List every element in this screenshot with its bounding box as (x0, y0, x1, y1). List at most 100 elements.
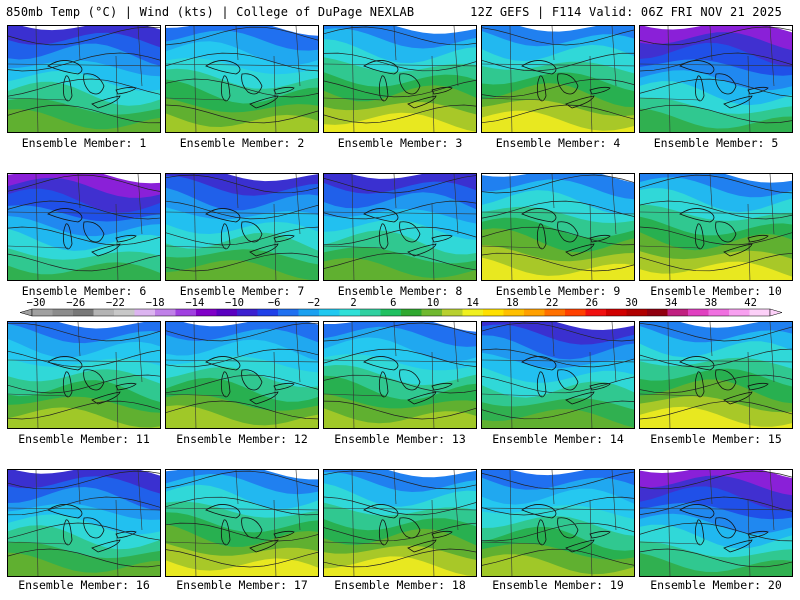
lake-outline (249, 243, 279, 257)
colorbar-swatch (237, 309, 258, 316)
border-line (137, 26, 143, 87)
colorbar-swatch (360, 309, 381, 316)
border-line (709, 322, 713, 357)
border-line (115, 55, 119, 132)
colorbar-swatch (52, 309, 74, 316)
colorbar-swatch (196, 309, 217, 316)
height-contour (324, 226, 476, 246)
lake-outline (47, 208, 83, 223)
lake-outline (431, 234, 453, 243)
colorbar-swatch (688, 309, 709, 316)
border-line (8, 63, 160, 67)
border-line (324, 245, 385, 249)
border-line (709, 174, 713, 209)
lake-outline (273, 382, 295, 391)
colorbar-swatch (380, 309, 402, 316)
border-line (295, 26, 301, 87)
lake-outline (115, 530, 137, 539)
ensemble-map-panel (165, 469, 319, 577)
colorbar-swatch (216, 309, 238, 316)
border-line (482, 97, 543, 101)
height-contour (166, 374, 318, 394)
border-line (166, 359, 318, 363)
colorbar-swatch (626, 309, 648, 316)
ensemble-member-label: Ensemble Member: 10 (650, 284, 782, 298)
height-contour (166, 322, 318, 342)
height-contour (166, 522, 318, 542)
lake-outline (399, 73, 421, 95)
lake-outline (273, 234, 295, 243)
height-contour (8, 400, 160, 420)
border-line (193, 470, 197, 576)
lake-outline (565, 391, 595, 405)
lake-outline (431, 530, 453, 539)
lake-outline (565, 243, 595, 257)
border-line (193, 174, 197, 280)
border-line (509, 26, 513, 132)
border-line (115, 351, 119, 428)
colorbar-swatch (524, 309, 545, 316)
height-contour (8, 253, 160, 272)
colorbar-tick-label: 6 (390, 297, 396, 309)
height-contour (482, 252, 634, 272)
border-line (137, 470, 143, 531)
lake-outline (220, 223, 231, 250)
height-contour (640, 104, 792, 124)
border-line (273, 55, 277, 132)
height-contour (640, 26, 792, 46)
height-contour (482, 104, 634, 124)
border-line (77, 174, 81, 209)
lake-outline (431, 382, 453, 391)
colorbar-swatch (155, 309, 176, 316)
colorbar-swatch (278, 309, 299, 316)
border-line (431, 203, 435, 280)
border-line (431, 499, 435, 576)
height-contour (166, 104, 318, 124)
lake-outline (378, 519, 389, 546)
lake-outline (679, 504, 715, 519)
height-contour (324, 52, 476, 72)
border-line (611, 322, 617, 383)
border-line (482, 393, 543, 397)
border-line (324, 97, 385, 101)
height-contour (166, 26, 318, 46)
border-line (8, 393, 69, 397)
lake-outline (679, 60, 715, 75)
temperature-band (324, 258, 476, 280)
border-line (8, 507, 160, 511)
colorbar-swatch (401, 309, 422, 316)
border-line (769, 174, 775, 235)
border-line (324, 359, 476, 363)
temperature-band (640, 261, 792, 280)
colorbar-swatch (257, 309, 279, 316)
border-line (393, 470, 397, 505)
ensemble-map-panel (639, 25, 793, 133)
border-line (8, 245, 69, 249)
border-line (166, 63, 318, 67)
colorbar-swatch (32, 309, 53, 316)
height-contour (640, 174, 792, 194)
border-line (8, 97, 69, 101)
colorbar-swatch (585, 309, 607, 316)
border-line (482, 245, 543, 249)
lake-outline (83, 221, 105, 243)
temperature-band (324, 112, 476, 132)
height-contour (166, 400, 318, 420)
border-line (589, 499, 593, 576)
height-contour (166, 200, 318, 220)
lake-outline (249, 391, 279, 405)
height-contour (324, 400, 476, 420)
height-contour (324, 548, 476, 568)
height-contour (640, 400, 792, 420)
colorbar-arrow-right (769, 308, 783, 317)
height-contour (640, 200, 792, 220)
height-contour (482, 375, 634, 394)
lake-outline (723, 539, 753, 553)
height-contour (8, 104, 160, 124)
ensemble-member-label: Ensemble Member: 12 (176, 432, 308, 446)
ensemble-member-label: Ensemble Member: 18 (334, 578, 466, 592)
height-contour (482, 174, 634, 194)
lake-outline (273, 530, 295, 539)
border-line (640, 393, 701, 397)
border-line (351, 322, 355, 428)
